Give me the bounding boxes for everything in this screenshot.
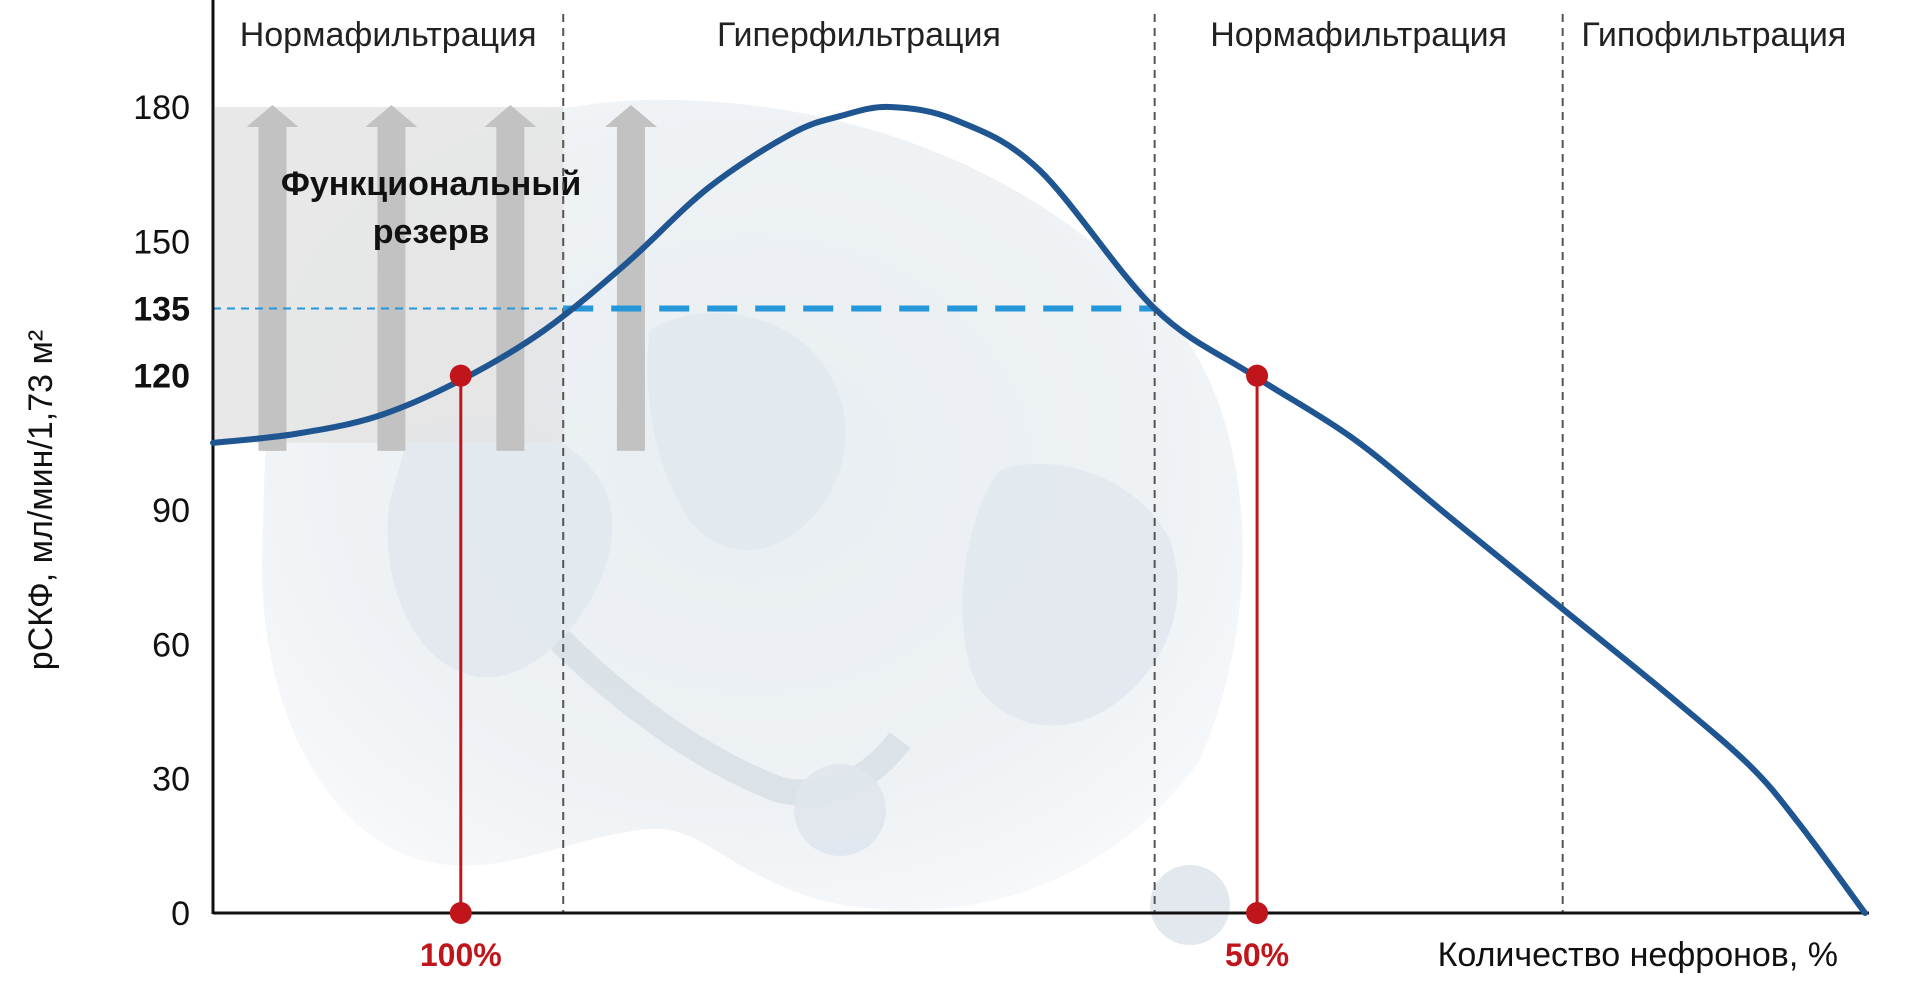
reserve-arrow — [484, 105, 537, 451]
y-tick-label: 150 — [133, 223, 190, 261]
marker-axis-point — [1246, 902, 1269, 924]
reserve-label-line2: резерв — [373, 213, 490, 251]
region-label: Нормафильтрация — [1210, 16, 1507, 54]
y-tick-label: 90 — [152, 492, 190, 530]
y-tick-label: 180 — [133, 89, 190, 127]
regions: Нормафильтрация Гиперфильтрация Нормафильт… — [240, 14, 1846, 913]
markers: 100% 50% — [420, 364, 1289, 973]
y-tick-label-highlight: 135 — [133, 291, 190, 329]
reserve-arrow — [365, 105, 418, 451]
y-tick-label: 60 — [152, 626, 190, 664]
y-ticks: 0 30 60 90 150 180 135 120 — [133, 89, 190, 933]
functional-reserve: Функциональный резерв — [215, 105, 657, 451]
reserve-arrow — [246, 105, 299, 451]
y-axis-label: рСКФ, мл/мин/1,73 м² — [22, 330, 60, 670]
y-tick-label-highlight: 120 — [133, 358, 190, 396]
y-tick-label: 30 — [152, 761, 190, 799]
gfr-curve — [210, 103, 1868, 916]
reserve-arrow — [604, 105, 657, 451]
y-tick-label: 0 — [171, 895, 190, 933]
marker-label: 100% — [420, 937, 502, 973]
region-label: Гиперфильтрация — [717, 16, 1001, 54]
x-axis-label: Количество нефронов, % — [1438, 936, 1838, 974]
marker-point — [449, 364, 472, 387]
region-label: Гипофильтрация — [1581, 16, 1846, 54]
marker-label: 50% — [1225, 937, 1289, 973]
region-label: Нормафильтрация — [240, 16, 537, 54]
reserve-label-line1: Функциональный — [281, 165, 581, 203]
marker-point — [1246, 364, 1269, 387]
marker-axis-point — [449, 902, 472, 924]
